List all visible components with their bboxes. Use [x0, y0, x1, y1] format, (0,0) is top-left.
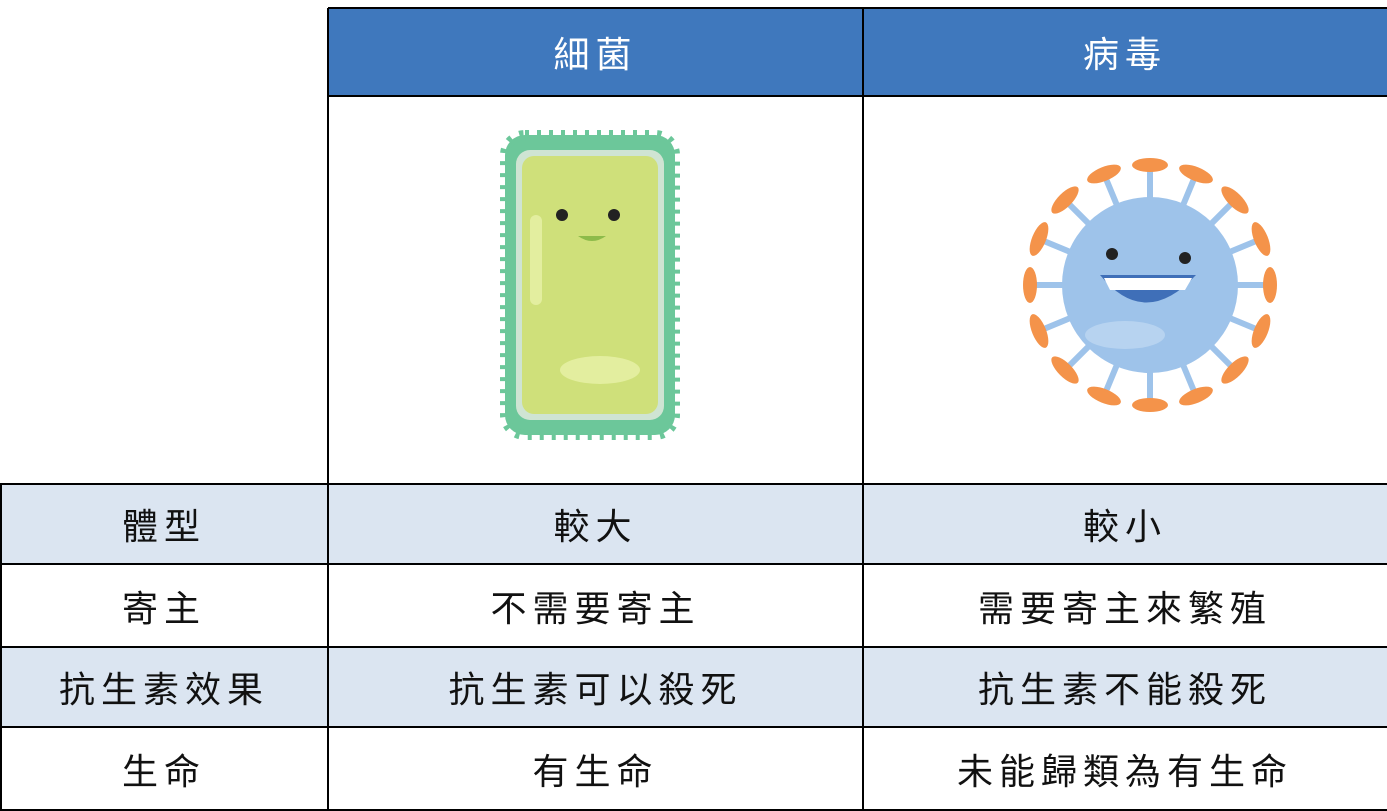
- row-bg: [0, 484, 1387, 564]
- table-cell: 抗生素可以殺死: [448, 670, 743, 711]
- virus-illustration: [1023, 158, 1277, 412]
- table-cell: 較大: [553, 507, 638, 548]
- row-bg: [0, 647, 1387, 727]
- table-cell: 需要寄主來繁殖: [977, 588, 1272, 630]
- row-header: 抗生素效果: [58, 670, 269, 711]
- table-cell: 未能歸類為有生命: [956, 752, 1293, 793]
- table-cell: 較小: [1082, 507, 1167, 548]
- table-cell: 抗生素不能殺死: [977, 670, 1272, 711]
- grid-lines: [0, 7, 1387, 811]
- header-bg: [328, 8, 1387, 96]
- row-header: 生命: [121, 752, 206, 793]
- column-header: 病毒: [1082, 35, 1167, 76]
- column-header: 細菌: [553, 35, 638, 76]
- row-header: 體型: [121, 507, 206, 548]
- table-cell: 有生命: [532, 752, 659, 793]
- row-header: 寄主: [121, 588, 206, 630]
- table-cell: 不需要寄主: [490, 588, 701, 630]
- bacterium-illustration: [500, 130, 680, 440]
